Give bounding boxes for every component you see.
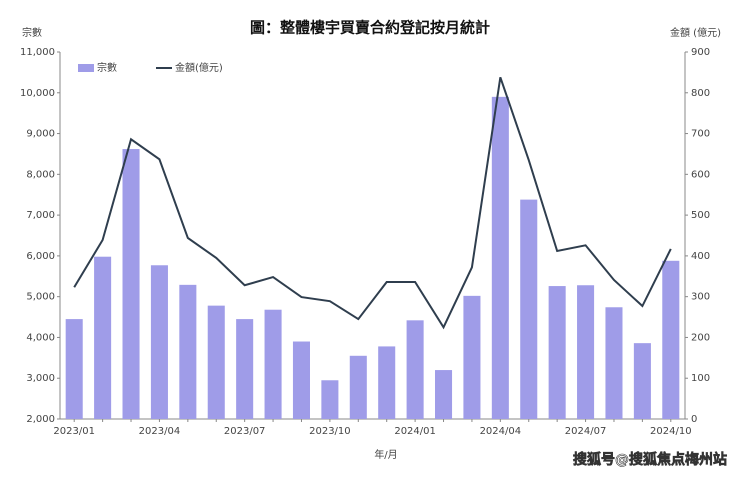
y-tick-label: 7,000	[26, 210, 55, 221]
bar	[207, 305, 225, 419]
y2-tick-label: 300	[691, 292, 710, 303]
y-tick-label: 11,000	[20, 47, 55, 58]
bar	[349, 355, 367, 419]
y-tick-label: 3,000	[26, 373, 55, 384]
bar	[122, 149, 140, 419]
x-tick-label: 2023/01	[53, 426, 95, 437]
y2-tick-label: 200	[691, 332, 710, 343]
bar	[605, 307, 623, 419]
line	[73, 76, 672, 330]
bar	[520, 199, 538, 419]
y2-tick-label: 800	[691, 88, 710, 99]
bar	[435, 370, 453, 419]
x-tick-label: 2024/04	[480, 426, 522, 437]
bar	[94, 256, 112, 419]
bar	[179, 284, 197, 419]
x-tick-label: 2024/01	[394, 426, 436, 437]
y2-tick-label: 400	[691, 251, 710, 262]
bar	[264, 309, 282, 419]
bar	[236, 319, 254, 419]
bar	[150, 265, 168, 419]
legend-swatch	[78, 64, 94, 72]
y2-tick-label: 0	[691, 414, 697, 425]
y-tick-label: 6,000	[26, 251, 55, 262]
bar	[65, 319, 83, 419]
x-axis-title: 年/月	[374, 448, 397, 461]
y2-tick-label: 700	[691, 129, 710, 140]
y2-tick-label: 600	[691, 169, 710, 180]
bar	[577, 285, 595, 419]
y2-tick-label: 500	[691, 210, 710, 221]
legend-label: 宗數	[97, 61, 117, 74]
x-tick-label: 2023/07	[224, 426, 266, 437]
y-tick-label: 5,000	[26, 292, 55, 303]
y-tick-label: 4,000	[26, 332, 55, 343]
y2-axis-title: 金額 (億元)	[670, 26, 721, 39]
y-axis-title: 宗數	[22, 26, 42, 39]
watermark: 搜狐号@搜狐焦点梅州站	[573, 451, 727, 468]
x-tick-label: 2023/10	[309, 426, 351, 437]
y-tick-label: 9,000	[26, 129, 55, 140]
bar	[491, 96, 509, 419]
bar	[633, 343, 651, 419]
y-tick-label: 2,000	[26, 414, 55, 425]
bar	[406, 320, 424, 419]
y2-tick-label: 100	[691, 373, 710, 384]
bar	[321, 380, 339, 419]
bar	[662, 260, 680, 419]
x-tick-label: 2024/07	[565, 426, 607, 437]
x-tick-label: 2023/04	[139, 426, 181, 437]
chart-title: 圖：整體樓宇買賣合約登記按月統計	[250, 19, 490, 37]
y-tick-label: 8,000	[26, 169, 55, 180]
x-tick-label: 2024/10	[650, 426, 692, 437]
legend-label: 金額(億元)	[175, 61, 223, 74]
y2-tick-label: 900	[691, 47, 710, 58]
bar	[548, 286, 566, 419]
bar	[378, 346, 396, 419]
bar	[292, 341, 310, 419]
y-tick-label: 10,000	[20, 88, 55, 99]
bar	[463, 295, 481, 419]
